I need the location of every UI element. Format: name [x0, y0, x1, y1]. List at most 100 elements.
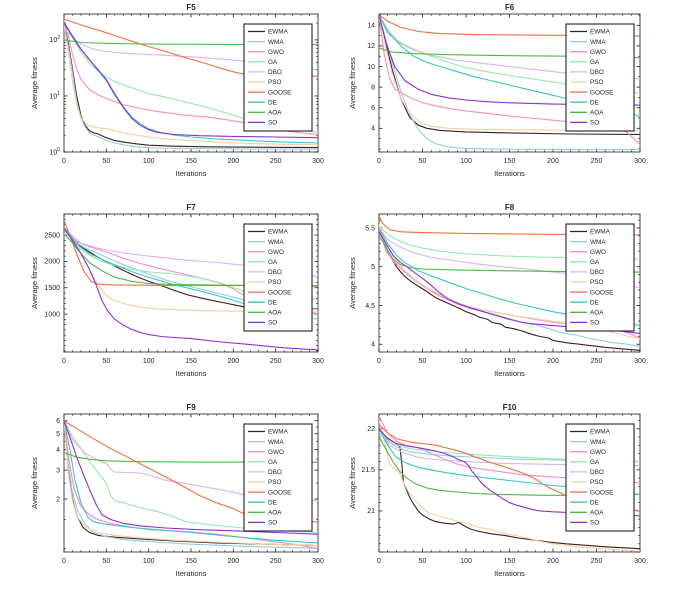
legend-label: EWMA — [590, 229, 611, 236]
legend-entry: PSO — [570, 79, 604, 86]
legend-label: DBO — [590, 269, 604, 276]
legend-entry: PSO — [248, 79, 282, 86]
series-line-so — [379, 14, 640, 106]
x-tick-label: 100 — [460, 158, 472, 165]
y-tick-label: 102 — [49, 35, 60, 44]
x-tick-label: 250 — [270, 558, 282, 565]
y-axis-label: Average fitness — [348, 57, 357, 109]
x-tick-label: 50 — [102, 158, 110, 165]
subplot-f5: 0 50 100 150 200 250 300 100 101 102 F5 Iterations A… — [30, 3, 324, 178]
legend-label: DBO — [268, 69, 282, 76]
y-tick-label: 14 — [367, 23, 375, 30]
legend-label: EWMA — [590, 429, 611, 436]
legend-entry: DBO — [248, 69, 282, 76]
legend-entry: SO — [570, 120, 599, 127]
legend-entry: DBO — [248, 469, 282, 476]
subplot-title: F8 — [505, 203, 515, 212]
y-tick-label: 5.5 — [365, 225, 375, 232]
series-line-ewma — [379, 14, 640, 136]
x-ticks — [63, 214, 319, 352]
y-tick-label: 5 — [56, 431, 60, 438]
y-tick-label: 100 — [49, 147, 60, 156]
series-line-so — [64, 228, 318, 351]
legend-label: GOOSE — [590, 89, 613, 96]
legend-label: GOOSE — [590, 489, 613, 496]
legend-entry: EWMA — [248, 229, 289, 236]
y-ticks — [64, 213, 318, 352]
series-line-ga — [64, 420, 318, 534]
series-line-aoa — [379, 235, 640, 273]
legend-label: SO — [268, 520, 277, 527]
series-line-so — [379, 428, 640, 517]
y-tick-label: 12 — [367, 43, 375, 50]
x-tick-label: 200 — [227, 558, 239, 565]
legend: EWMA WMA GWO GA DBO PSO GOOSE DE AOA SO — [565, 223, 635, 332]
legend-label: DBO — [590, 69, 604, 76]
legend-entry: GWO — [570, 49, 606, 56]
legend-label: EWMA — [268, 229, 289, 236]
legend-label: DE — [268, 99, 277, 106]
series-line-so — [64, 420, 318, 535]
y-tick-label: 1500 — [44, 285, 60, 292]
x-tick-label: 300 — [312, 158, 324, 165]
legend-label: GOOSE — [590, 289, 613, 296]
x-tick-label: 200 — [547, 158, 559, 165]
legend-label: GOOSE — [268, 489, 291, 496]
x-tick-label: 250 — [591, 558, 603, 565]
legend-entry: GA — [248, 59, 278, 66]
legend-entry: PSO — [570, 479, 604, 486]
x-tick-label: 100 — [460, 558, 472, 565]
y-tick-label: 2000 — [44, 259, 60, 266]
legend-entry: EWMA — [248, 429, 289, 436]
series-line-aoa — [379, 436, 640, 496]
x-tick-label: 300 — [312, 558, 324, 565]
legend-entry: GOOSE — [248, 89, 291, 96]
y-tick-label: 101 — [49, 91, 60, 100]
y-tick-label: 2 — [56, 496, 60, 503]
legend-label: EWMA — [268, 29, 289, 36]
legend-entry: AOA — [570, 110, 604, 117]
y-tick-label: 4.5 — [365, 303, 375, 310]
y-tick-label: 5 — [371, 264, 375, 271]
legend-label: GWO — [590, 249, 606, 256]
legend-entry: AOA — [248, 510, 282, 517]
x-tick-label: 150 — [504, 358, 516, 365]
legend-entry: WMA — [570, 239, 606, 246]
legend-entry: SO — [570, 520, 599, 527]
legend-entry: GWO — [570, 249, 606, 256]
legend-label: WMA — [590, 39, 606, 46]
legend-entry: GA — [248, 459, 278, 466]
legend-entry: DBO — [570, 469, 604, 476]
legend-label: GA — [268, 59, 278, 66]
x-tick-label: 100 — [460, 358, 472, 365]
legend-label: EWMA — [268, 429, 289, 436]
x-tick-label: 150 — [504, 158, 516, 165]
legend-entry: GA — [570, 459, 600, 466]
legend-entry: DE — [570, 499, 599, 506]
y-tick-label: 4 — [371, 126, 375, 133]
x-tick-label: 0 — [377, 358, 381, 365]
legend-label: AOA — [268, 110, 282, 117]
legend-label: GOOSE — [268, 89, 291, 96]
legend-entry: WMA — [248, 239, 284, 246]
y-axis-label: Average fitness — [30, 257, 39, 309]
x-tick-label: 250 — [591, 158, 603, 165]
subplot-f7: 0 50 100 150 200 250 300 1000 1500 2000 2500 F7 Iter… — [30, 203, 324, 378]
legend-label: PSO — [590, 279, 604, 286]
x-tick-label: 300 — [634, 358, 646, 365]
legend-label: DE — [590, 499, 599, 506]
legend-entry: DBO — [570, 69, 604, 76]
legend-label: PSO — [590, 79, 604, 86]
series-line-pso — [64, 420, 318, 547]
legend-entry: SO — [248, 120, 277, 127]
legend-entry: DE — [570, 299, 599, 306]
subplot-title: F7 — [186, 203, 196, 212]
legend-entry: DE — [570, 99, 599, 106]
series-line-wma — [379, 14, 640, 151]
legend-entry: GOOSE — [570, 289, 613, 296]
legend-entry: WMA — [248, 439, 284, 446]
y-tick-label: 3 — [56, 467, 60, 474]
y-tick-label: 6 — [56, 418, 60, 425]
x-tick-label: 50 — [419, 558, 427, 565]
subplot-f9: 0 50 100 150 200 250 300 2 3 4 5 6 F9 Iterations Avera… — [30, 403, 324, 578]
